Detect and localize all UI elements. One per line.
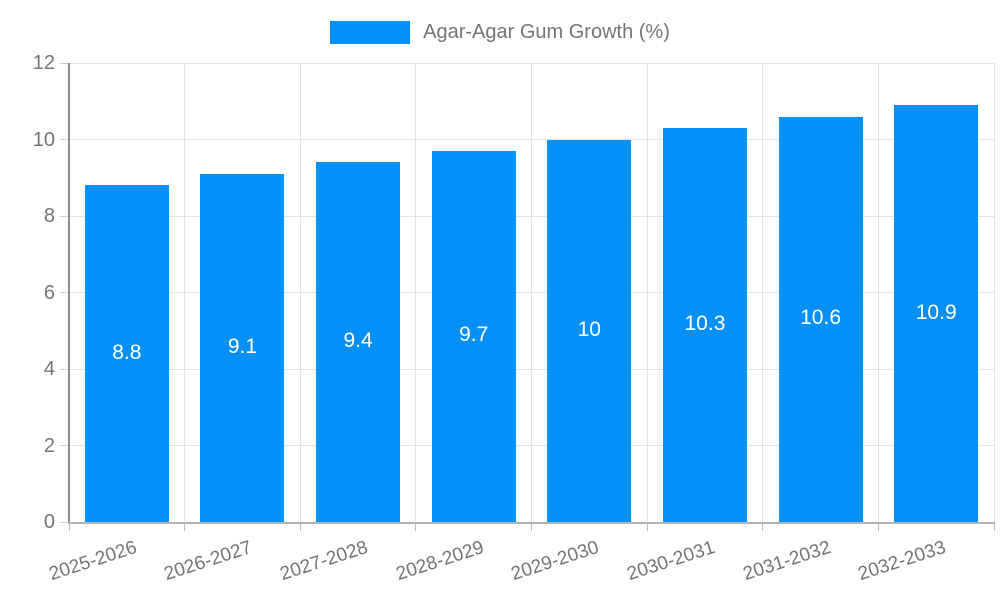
y-axis-tick [60,139,68,140]
bar-value-label: 10 [577,317,601,341]
y-tick-label: 6 [43,281,55,304]
x-axis-tick [646,523,648,531]
y-axis-tick [60,368,68,370]
plot-area: 8.8 9.1 9.4 9.7 10 10.3 10.6 10.9 [60,62,995,531]
bar[interactable]: 9.1 [200,173,285,522]
x-axis-tick [877,523,879,531]
legend-item[interactable]: Agar-Agar Gum Growth (%) [0,18,1000,46]
x-axis-tick [68,523,70,531]
gridline-vertical [531,63,532,522]
y-axis-line [68,63,70,522]
y-tick-label: 2 [43,434,55,457]
bar[interactable]: 10.6 [778,116,863,522]
y-tick-label: 4 [43,358,55,380]
x-tick-label: 2030-2031 [624,537,718,586]
x-tick-label: 2029-2030 [508,537,602,586]
gridline-vertical [762,63,764,522]
x-tick-label: 2032-2033 [855,537,949,586]
y-tick-label: 8 [43,205,55,227]
bar-value-label: 10.6 [800,306,841,330]
bar-value-label: 10.9 [915,300,957,324]
bar-value-label: 10.3 [684,312,726,336]
x-axis-tick [531,523,532,531]
y-tick-label: 12 [32,52,55,74]
y-axis-tick [60,445,68,446]
x-tick-label: 2031-2032 [740,537,834,586]
legend-swatch [330,20,411,44]
x-tick-label: 2026-2027 [162,537,255,586]
gridline-vertical [299,63,301,522]
gridline-vertical [877,63,879,522]
bar-value-label: 8.8 [112,340,142,364]
gridline-vertical [184,63,186,522]
x-axis-tick [184,523,186,531]
x-axis-tick [299,523,301,531]
y-axis-tick [60,521,68,523]
y-axis-tick [60,292,68,293]
bar[interactable]: 10.9 [894,105,979,522]
y-axis-tick [60,215,68,217]
bar[interactable]: 9.7 [431,150,516,522]
bar-value-label: 9.7 [459,323,489,347]
bar[interactable]: 10.3 [662,128,747,522]
y-axis-tick [60,62,68,64]
bar-value-label: 9.1 [227,334,258,358]
bar[interactable]: 8.8 [84,185,169,522]
y-tick-label: 10 [32,128,55,151]
x-axis-tick [415,523,417,531]
x-tick-label: 2028-2029 [393,537,487,586]
x-tick-label: 2027-2028 [277,537,371,586]
y-tick-label: 0 [43,511,55,533]
bar[interactable]: 10 [547,139,632,522]
gridline-vertical [646,63,648,522]
x-axis-tick [762,523,764,531]
x-axis-tick [993,523,995,531]
legend-label: Agar-Agar Gum Growth (%) [423,20,670,43]
gridline-vertical [993,63,995,522]
gridline-vertical [415,63,417,522]
bar[interactable]: 9.4 [316,162,401,522]
bar-value-label: 9.4 [343,329,373,353]
x-tick-label: 2025-2026 [46,537,140,586]
x-axis-line [68,522,995,524]
